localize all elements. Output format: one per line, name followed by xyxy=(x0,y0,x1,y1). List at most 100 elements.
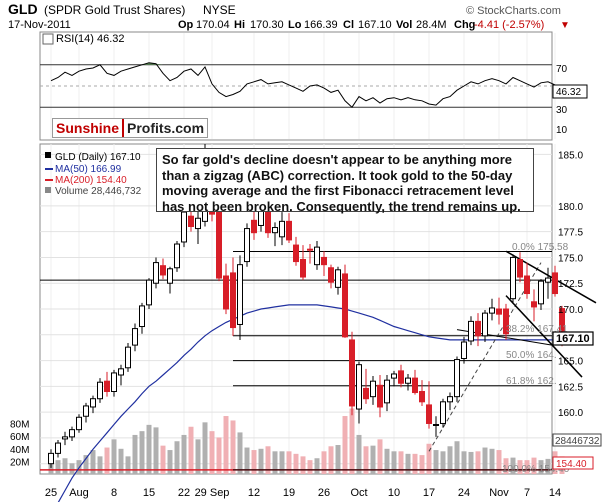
volume-bar xyxy=(370,445,376,474)
candle-body xyxy=(153,262,159,284)
exchange: NYSE xyxy=(203,3,236,17)
candle-body xyxy=(496,308,502,315)
candle-body xyxy=(167,268,173,284)
volume-bar xyxy=(307,460,313,474)
volume-bar xyxy=(146,424,152,474)
ma200-marker xyxy=(552,456,594,470)
candle-body xyxy=(230,272,236,329)
dashed-uptrend-line xyxy=(428,262,542,452)
candle-body xyxy=(335,269,341,288)
volume-tick-label: 40M xyxy=(10,445,29,456)
ticker: GLD xyxy=(8,1,38,17)
volume-bar xyxy=(349,408,355,474)
volume-bar xyxy=(454,441,460,474)
volume-bar xyxy=(55,460,61,474)
volume-bar xyxy=(426,443,432,474)
price-tick-label: 160.0 xyxy=(558,408,583,419)
low-label: Lo xyxy=(288,19,302,31)
candle-body xyxy=(251,219,257,234)
legend-volume: Volume 28,446,732 xyxy=(55,186,142,197)
volume-bar xyxy=(321,451,327,474)
volume-bar xyxy=(398,451,404,474)
volume-bar xyxy=(531,457,537,474)
volume-bar xyxy=(48,462,54,474)
price-marker xyxy=(552,331,594,346)
ticker-name: (SPDR Gold Trust Shares) xyxy=(44,3,185,17)
volume-bar xyxy=(447,446,453,474)
volume-bar xyxy=(286,451,292,474)
volume-marker-text: 28446732 xyxy=(555,436,600,447)
volume-bar xyxy=(433,450,439,474)
volume-bar xyxy=(160,445,166,474)
fibonacci-levels xyxy=(40,250,552,471)
date-tick-label: 24 xyxy=(458,487,470,499)
candle-body xyxy=(391,373,397,379)
fib-label-382: 38.2% 167.41 xyxy=(506,324,568,335)
high-label: Hi xyxy=(234,19,245,31)
candle-body xyxy=(426,404,432,424)
volume-bar xyxy=(328,446,334,474)
chg-label: Chg xyxy=(454,19,475,31)
volume-bar xyxy=(90,450,96,474)
volume-bar xyxy=(468,451,474,474)
chart-header: GLD (SPDR Gold Trust Shares) NYSE © Stoc… xyxy=(8,1,570,31)
legend: GLD (Daily) 167.10 MA(50) 166.99 MA(200)… xyxy=(45,152,142,197)
volume-bar xyxy=(230,420,236,474)
candle-body xyxy=(419,391,425,403)
candle-body xyxy=(433,424,439,426)
candle-body xyxy=(83,405,89,417)
volume-bar xyxy=(419,455,425,474)
volume-bar xyxy=(265,446,271,474)
price-tick-label: 177.5 xyxy=(558,228,583,239)
date-tick-label: 26 xyxy=(318,487,330,499)
candle-body xyxy=(244,228,250,263)
date-axis: 25 Aug 8 15 22 29 Sep 12 19 26 Oct 10 17 24 Nov 7 14 xyxy=(45,487,561,499)
logo-part-1: Sunshine xyxy=(53,119,125,137)
candle-body xyxy=(300,259,306,278)
volume-bar xyxy=(412,453,418,474)
volume-bar xyxy=(216,437,222,474)
vol-label: Vol xyxy=(396,19,412,31)
volume-bar xyxy=(139,431,145,474)
close-value: 167.10 xyxy=(358,19,392,31)
candle-body xyxy=(55,442,61,454)
candle-body xyxy=(517,259,523,278)
candle-body xyxy=(454,359,460,398)
chg-value: -4.41 (-2.57%) xyxy=(474,19,544,31)
date-tick-label: 22 xyxy=(178,487,190,499)
candle-body xyxy=(552,272,558,295)
volume-bar xyxy=(279,451,285,474)
candle-body xyxy=(104,380,110,392)
date-tick-label: 19 xyxy=(283,487,295,499)
rsi-collapse-icon[interactable] xyxy=(42,33,54,45)
volume-bar xyxy=(524,460,530,474)
date-tick-label: 17 xyxy=(423,487,435,499)
volume-bar xyxy=(69,463,75,474)
open-label: Op xyxy=(178,19,194,31)
rsi-value-marker-text: 46.32 xyxy=(556,87,581,98)
candle-body xyxy=(132,328,138,346)
fib-label-50: 50.0% 164. xyxy=(506,350,557,361)
candle-body xyxy=(489,307,495,314)
candle-body xyxy=(482,312,488,337)
volume-bar xyxy=(83,455,89,474)
low-value: 166.39 xyxy=(304,19,338,31)
rsi-tick-30: 30 xyxy=(556,105,568,116)
candle-body xyxy=(377,384,383,408)
price-marker-text: 167.10 xyxy=(556,333,590,345)
rsi-line xyxy=(50,62,563,108)
header-date: 17-Nov-2011 xyxy=(8,19,71,31)
candle-body xyxy=(97,381,103,400)
candle-body xyxy=(125,346,131,369)
fib-label-0: 0.0% 175.58 xyxy=(512,242,569,253)
candle-body xyxy=(510,256,516,300)
candle-body xyxy=(349,339,355,407)
price-tick-label: 172.5 xyxy=(558,279,583,290)
volume-tick-label: 60M xyxy=(10,432,29,443)
candle-body xyxy=(90,398,96,408)
volume-bar xyxy=(510,457,516,474)
volume-bar xyxy=(209,431,215,474)
legend-ma200: MA(200) 154.40 xyxy=(55,175,127,186)
vol-value: 28.4M xyxy=(416,19,447,31)
